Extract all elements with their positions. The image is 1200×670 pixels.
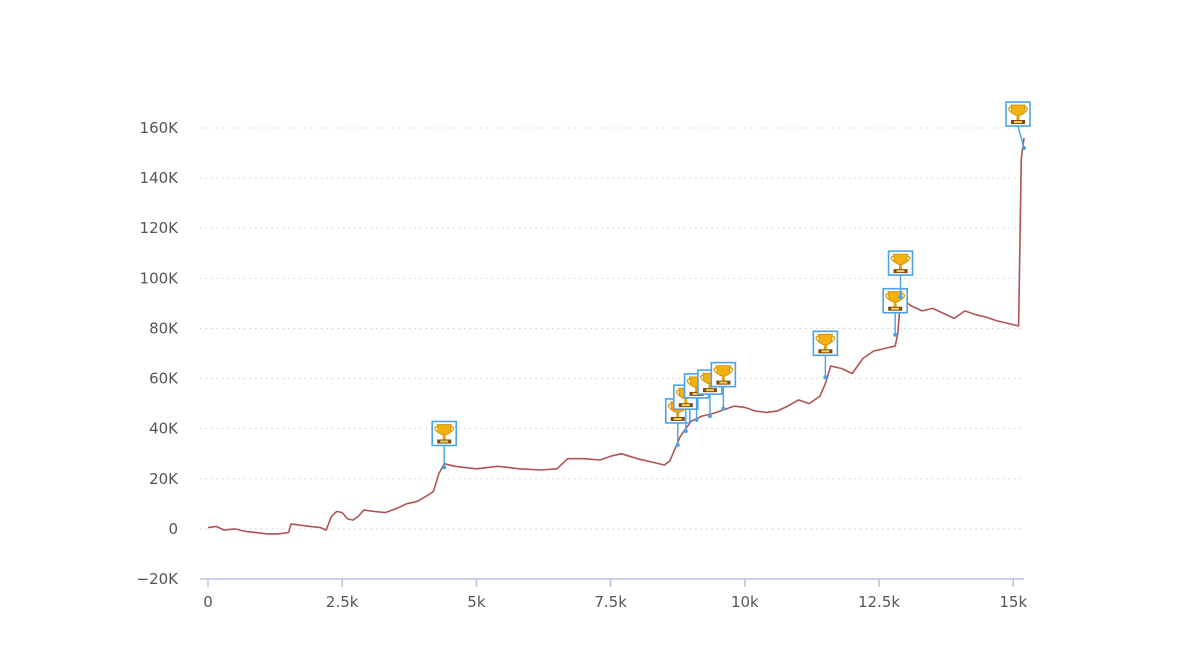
y-tick-label: 100K <box>140 269 180 287</box>
x-tick-label: 0 <box>203 593 213 611</box>
x-tick-label: 2.5k <box>326 593 359 611</box>
x-tick-label: 12.5k <box>858 593 900 611</box>
grid-layer <box>200 127 1024 530</box>
series-layer <box>207 137 1025 535</box>
y-tick-label: 20K <box>149 470 179 488</box>
trophy-marker[interactable] <box>812 330 839 380</box>
trophy-marker[interactable] <box>887 250 914 300</box>
x-tick-label: 7.5k <box>594 593 627 611</box>
x-tick-label: 5k <box>467 593 486 611</box>
x-tick-label: 15k <box>999 593 1027 611</box>
series-line <box>207 137 1025 535</box>
y-tick-label: 0 <box>168 520 178 538</box>
marker-layer <box>431 101 1031 470</box>
y-tick-label: 160K <box>140 119 180 137</box>
y-tick-label: 80K <box>149 319 179 337</box>
y-tick-label: 60K <box>149 370 179 388</box>
trophy-marker[interactable] <box>710 361 737 411</box>
y-tick-label: −20K <box>137 570 180 588</box>
y-tick-label: 40K <box>149 420 179 438</box>
trophy-marker[interactable] <box>882 287 908 337</box>
y-tick-label: 140K <box>140 169 180 187</box>
axis-layer: −20K 0 20K 40K 60K 80K 100K 120K 140K 160K 0 2.5k 5k… <box>137 119 1028 611</box>
x-tick-label: 10k <box>731 593 759 611</box>
trophy-marker[interactable] <box>1005 101 1031 151</box>
y-tick-label: 120K <box>140 219 180 237</box>
trophy-marker[interactable] <box>431 420 458 470</box>
